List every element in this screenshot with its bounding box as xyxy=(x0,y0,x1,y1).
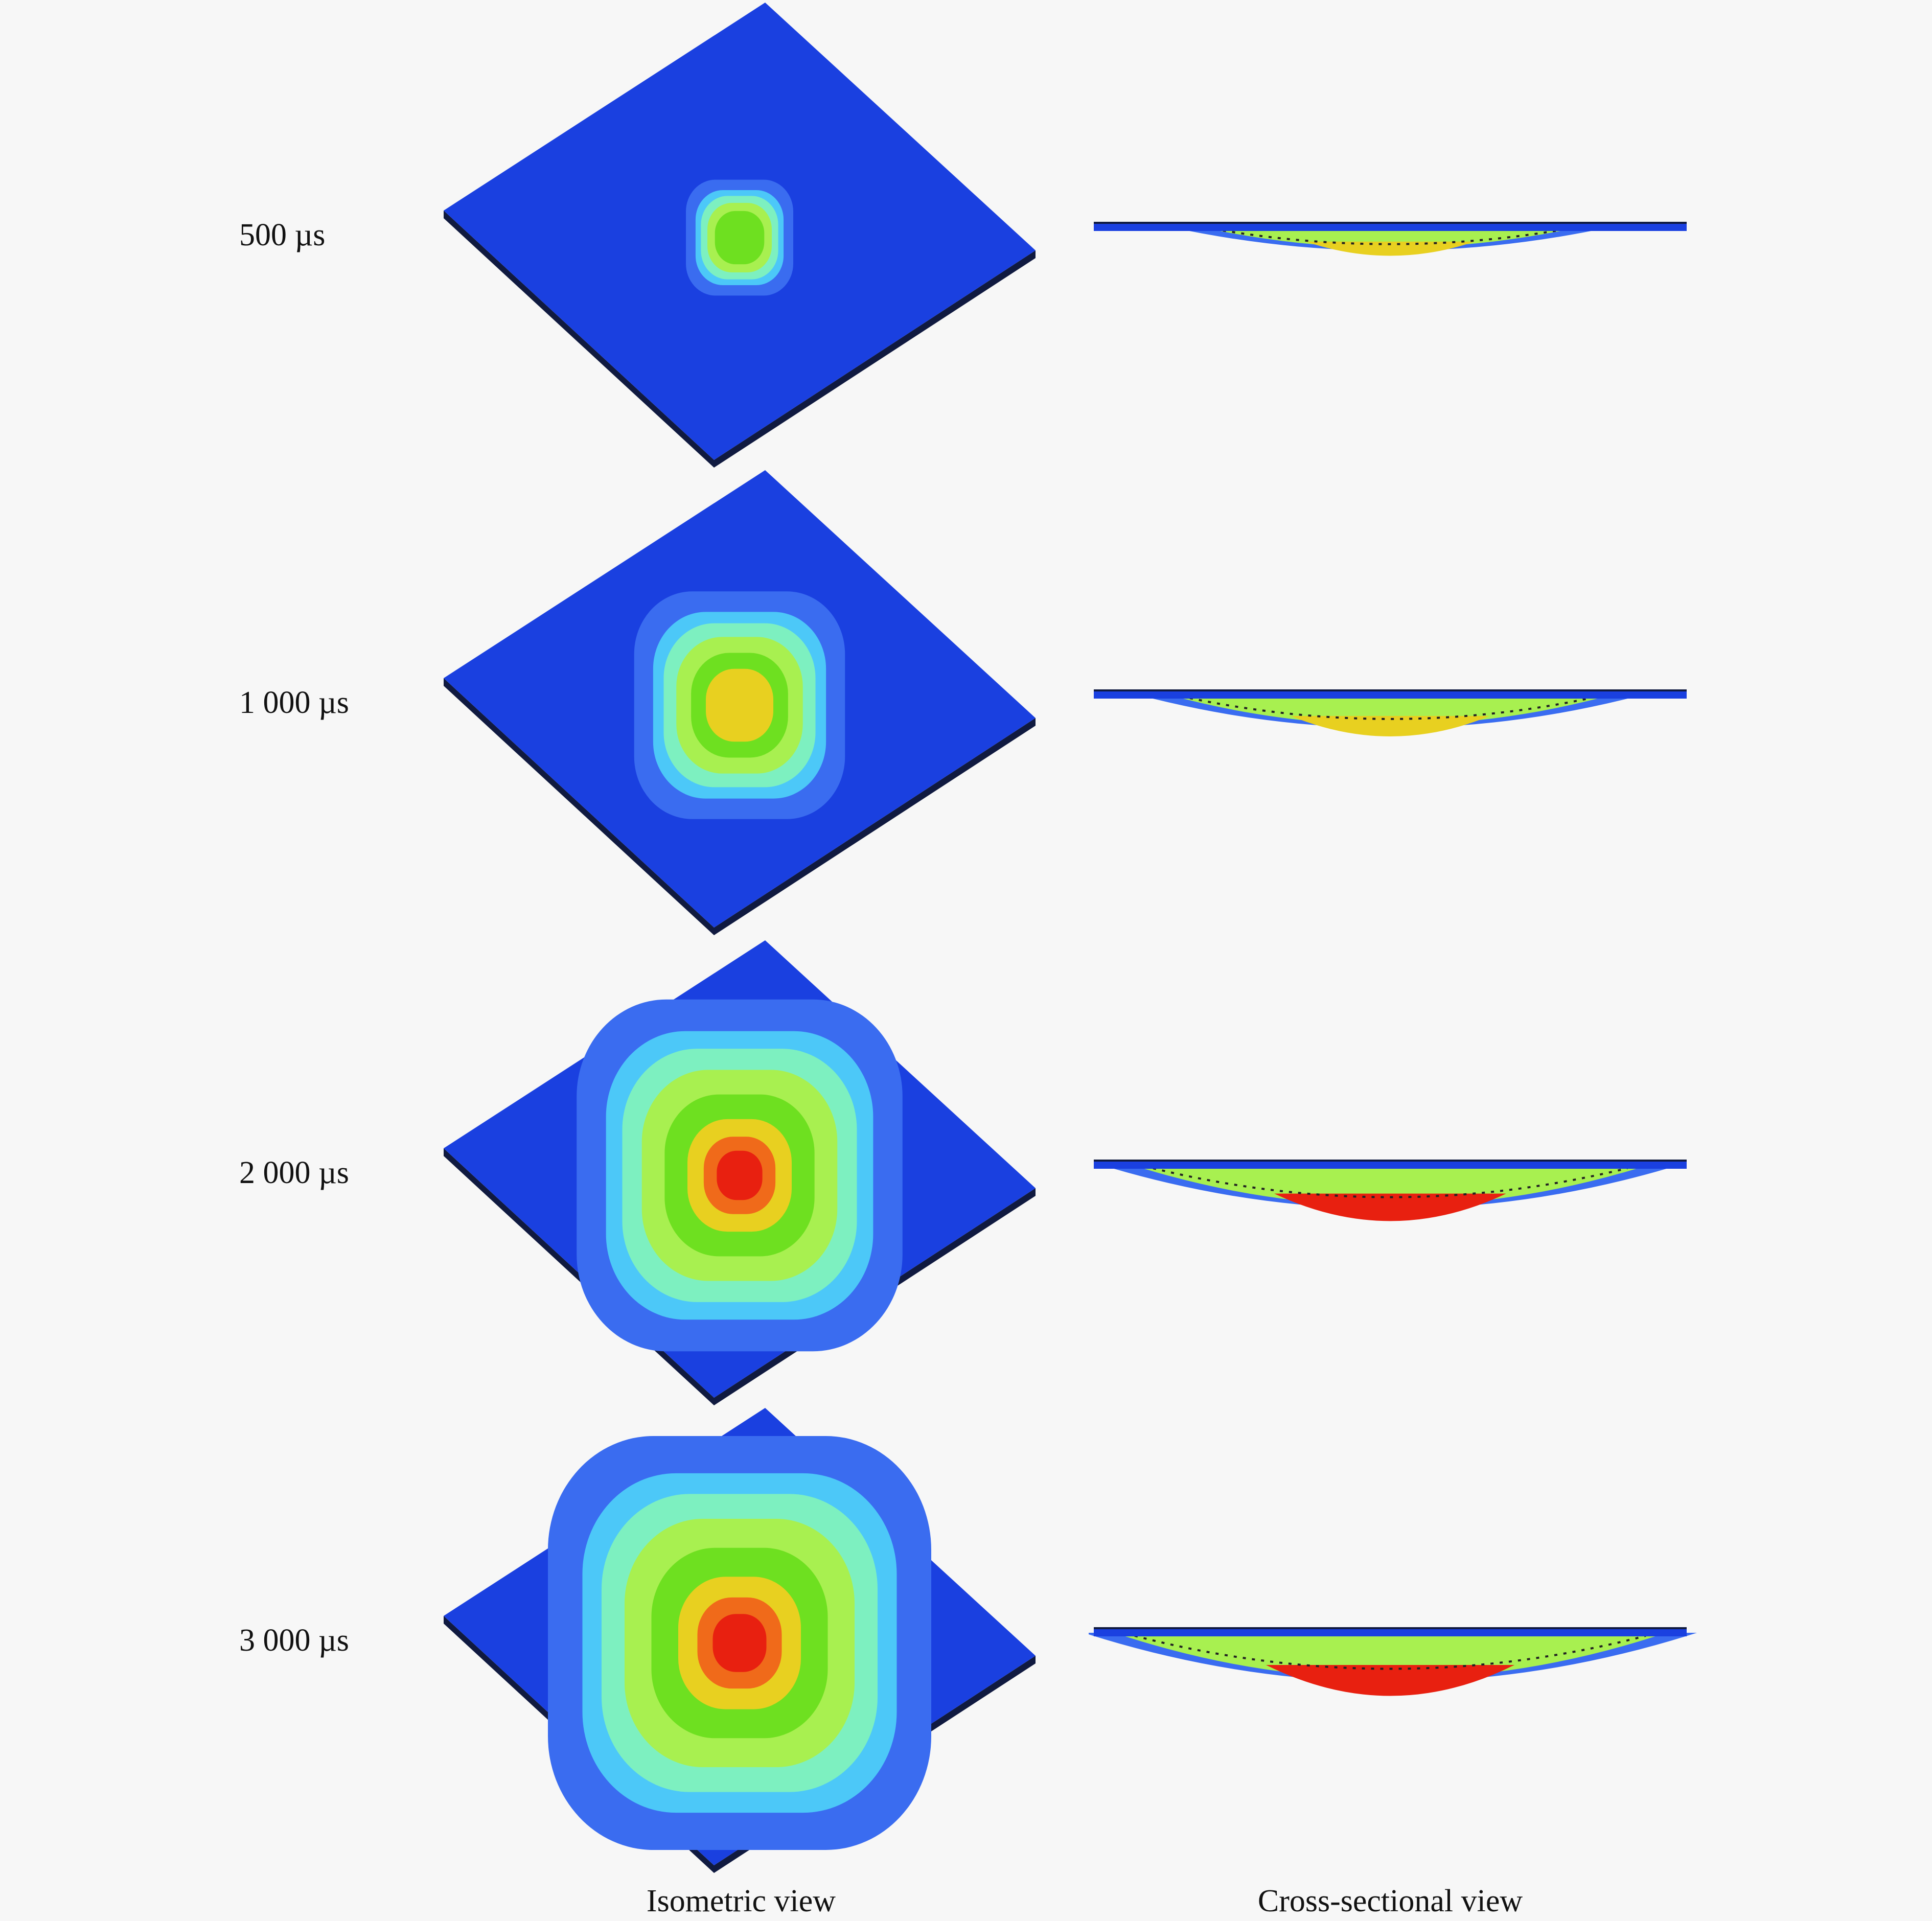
mesh-line xyxy=(1223,229,1558,245)
deformation-core xyxy=(1291,715,1490,736)
deformation-mid xyxy=(1133,1165,1648,1206)
time-label: 2 000 µs xyxy=(239,1155,349,1190)
plate-line xyxy=(1094,223,1687,231)
contour-ring xyxy=(712,1614,767,1672)
plate-line xyxy=(1094,1628,1687,1636)
cross-section xyxy=(1094,222,1687,256)
contour-ring xyxy=(715,211,765,265)
deformation-mid xyxy=(1169,695,1611,725)
contour-ring xyxy=(717,1150,763,1200)
deformation-core xyxy=(1266,1665,1514,1696)
isometric-plate xyxy=(444,940,1036,1405)
plate-line-edge xyxy=(1094,689,1687,691)
deformation-core xyxy=(1274,1193,1506,1221)
isometric-plate xyxy=(444,470,1036,935)
plate-line xyxy=(1094,690,1687,699)
deformation-core xyxy=(1305,241,1475,256)
contour-ring xyxy=(706,668,773,742)
isometric-view-label: Isometric view xyxy=(646,1884,836,1918)
plate-line-edge xyxy=(1094,1160,1687,1162)
row-2000us: 2 000 µs xyxy=(0,938,1932,1408)
cross-sectional-view-label: Cross-sectional view xyxy=(1257,1884,1523,1918)
cross-section xyxy=(1094,1160,1687,1221)
cross-section xyxy=(1089,1627,1697,1696)
row-500us: 500 µs xyxy=(0,0,1932,470)
isometric-plate xyxy=(444,3,1036,468)
row-1000us: 1 000 µs xyxy=(0,468,1932,938)
mesh-line xyxy=(1134,1635,1646,1670)
time-label: 3 000 µs xyxy=(239,1623,349,1658)
plate-line-edge xyxy=(1094,1627,1687,1629)
mesh-line xyxy=(1153,1167,1628,1198)
deformation-mid xyxy=(1114,1633,1666,1679)
deformation-mid xyxy=(1202,227,1578,248)
plate-line-edge xyxy=(1094,222,1687,224)
plate-line xyxy=(1094,1161,1687,1169)
isometric-plate xyxy=(444,1408,1036,1873)
time-label: 1 000 µs xyxy=(239,685,349,720)
time-label: 500 µs xyxy=(239,217,326,252)
row-3000us: 3 000 µs xyxy=(0,1405,1932,1876)
cross-section xyxy=(1094,689,1687,736)
